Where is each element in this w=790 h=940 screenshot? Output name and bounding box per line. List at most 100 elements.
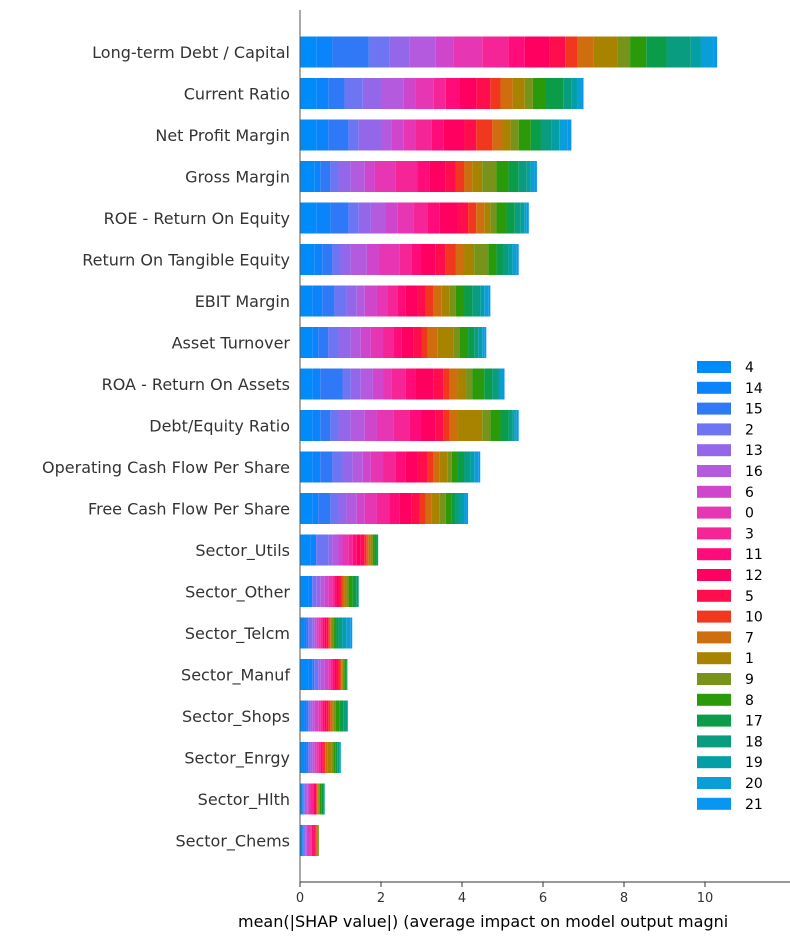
bar-segment-21-5 — [516, 244, 519, 275]
bar-segment-10-8 — [443, 368, 450, 400]
bar-segment-3-19 — [310, 825, 312, 856]
bar-segment-2-4 — [348, 202, 359, 234]
legend-label: 16 — [745, 464, 763, 480]
bar-segment-19-1 — [571, 78, 578, 109]
bar-segment-18-18 — [323, 783, 325, 815]
bar-segment-5-11 — [411, 493, 420, 524]
bar-segment-7-9 — [449, 410, 458, 441]
bar-segment-2-8 — [342, 368, 351, 400]
bar-segment-11-0 — [508, 36, 525, 68]
bar-segment-18-0 — [666, 36, 691, 68]
legend-label: 7 — [745, 630, 754, 646]
bar-segment-17-1 — [545, 78, 564, 109]
bar-segment-1-9 — [457, 410, 483, 441]
bar-segment-1-18 — [317, 783, 319, 815]
legend-swatch — [697, 402, 731, 415]
feature-label: Free Cash Flow Per Share — [88, 500, 290, 519]
bar-segment-12-9 — [421, 410, 436, 441]
bar-segment-12-8 — [415, 368, 434, 400]
x-tick-label: 8 — [620, 891, 628, 906]
bar-segment-0-0 — [453, 36, 483, 68]
bar-segment-12-12 — [356, 534, 361, 566]
bar-segment-5-12 — [360, 534, 365, 566]
bar-segment-1-6 — [441, 285, 450, 317]
feature-label: EBIT Margin — [195, 292, 290, 311]
bar-segment-16-17 — [312, 742, 315, 773]
bar-segment-9-7 — [453, 327, 460, 358]
bar-segment-8-14 — [334, 617, 337, 649]
bar-segment-20-5 — [512, 244, 517, 275]
bar-segment-9-1 — [524, 78, 533, 109]
bar-segment-7-0 — [577, 36, 594, 68]
bar-segment-1-10 — [439, 451, 448, 483]
bar-segment-6-13 — [324, 576, 329, 607]
bar-segment-16-16 — [312, 700, 315, 732]
bar-segment-8-3 — [496, 161, 509, 192]
legend-label: 10 — [745, 610, 763, 626]
bar-segment-7-4 — [476, 202, 485, 234]
feature-label: Sector_Enrgy — [184, 749, 290, 769]
bar-segment-9-14 — [332, 617, 335, 649]
x-axis-label: mean(|SHAP value|) (average impact on mo… — [238, 912, 728, 931]
bar-segment-7-8 — [449, 368, 458, 400]
legend-label: 1 — [745, 651, 754, 667]
bar-segment-5-6 — [417, 285, 426, 317]
bar-segment-0-6 — [376, 285, 388, 317]
bar-segment-17-10 — [457, 451, 465, 483]
bar-segment-8-13 — [348, 576, 353, 607]
bar-segment-1-12 — [368, 534, 371, 566]
legend-swatch — [697, 444, 731, 457]
bar-segment-2-0 — [368, 36, 390, 68]
bar-segment-6-10 — [362, 451, 371, 483]
bar-segment-4-5 — [300, 244, 315, 275]
bar-segment-11-18 — [312, 783, 314, 815]
bar-segment-17-2 — [530, 119, 541, 151]
bar-segment-2-11 — [330, 493, 339, 524]
legend-label: 9 — [745, 672, 754, 688]
bar-segment-20-11 — [464, 493, 467, 524]
bar-segment-11-2 — [431, 119, 444, 151]
bar-segment-6-18 — [307, 783, 309, 815]
bar-segment-17-3 — [508, 161, 519, 192]
bar-segment-21-8 — [502, 368, 505, 400]
bar-segment-17-14 — [336, 617, 339, 649]
bar-group — [300, 36, 718, 856]
legend-swatch — [697, 569, 731, 581]
bar-segment-13-18 — [304, 783, 307, 815]
bar-segment-13-5 — [340, 244, 351, 275]
bar-segment-13-2 — [358, 119, 382, 151]
bar-segment-9-11 — [439, 493, 446, 524]
bar-segment-16-15 — [320, 659, 325, 690]
feature-label: Return On Tangible Equity — [82, 251, 290, 270]
bar-segment-3-12 — [348, 534, 353, 566]
x-tick-label: 4 — [458, 891, 466, 906]
bar-segment-6-19 — [306, 825, 309, 856]
legend-swatch — [697, 777, 731, 789]
bar-segment-9-13 — [346, 576, 349, 607]
bar-segment-4-1 — [300, 78, 317, 109]
bar-segment-9-5 — [474, 244, 489, 275]
bar-segment-11-19 — [311, 825, 314, 856]
bar-segment-1-19 — [317, 825, 319, 856]
bar-segment-11-14 — [322, 617, 325, 649]
legend-swatch — [697, 548, 731, 561]
legend-swatch — [697, 735, 731, 748]
bar-segment-6-8 — [372, 368, 384, 400]
bar-segment-21-9 — [516, 410, 519, 441]
bar-segment-6-11 — [356, 493, 365, 524]
bar-segment-15-10 — [320, 451, 333, 483]
bar-segment-7-1 — [500, 78, 513, 109]
bar-segment-2-7 — [328, 327, 339, 358]
bar-segment-5-16 — [326, 700, 329, 732]
bar-segment-14-12 — [310, 534, 317, 566]
bar-segment-8-7 — [459, 327, 469, 358]
bar-segment-0-5 — [378, 244, 400, 275]
bar-segment-14-2 — [316, 119, 329, 151]
bar-segment-10-16 — [328, 700, 331, 732]
bar-segment-3-10 — [383, 451, 396, 483]
bar-segment-1-0 — [593, 36, 618, 68]
bar-segment-21-10 — [478, 451, 481, 483]
legend-label: 19 — [745, 755, 763, 771]
legend-label: 8 — [745, 693, 754, 709]
bar-segment-18-10 — [464, 451, 471, 483]
